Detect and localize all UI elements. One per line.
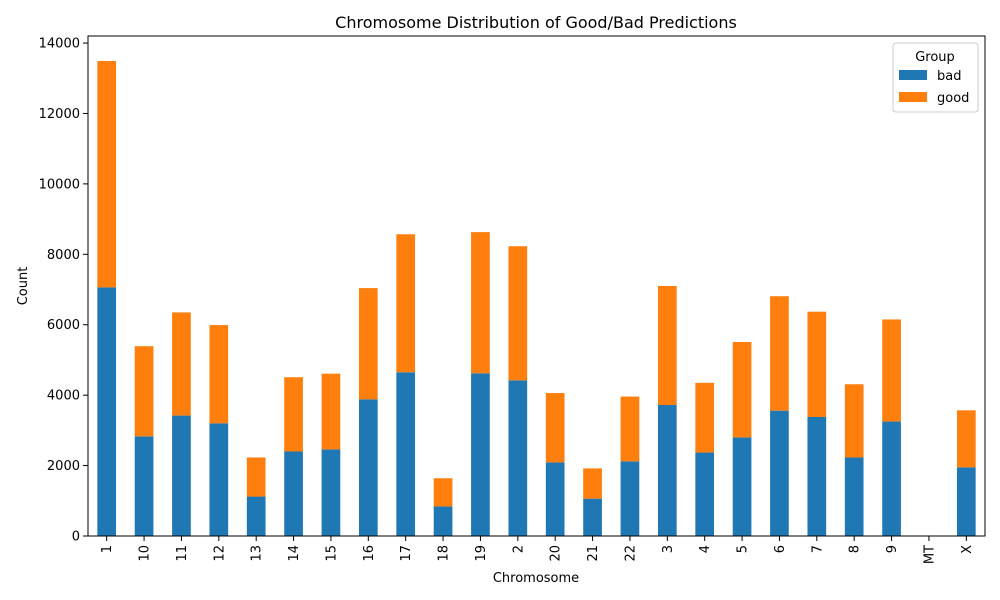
bar-good-chr-14	[284, 377, 303, 452]
bar-good-chr-16	[358, 288, 378, 400]
x-axis: 1 10 11 12 13 14 15 16 17 18 19 2 20 21 22 3 4 5 6 7 8 9 MT X	[100, 536, 975, 564]
bar-good-chr-3	[657, 286, 677, 406]
x-tick-label-13: 13	[250, 545, 265, 562]
x-tick-label-1: 1	[100, 545, 115, 553]
bar-bad-chr-21	[583, 498, 602, 536]
x-axis-label: Chromosome	[493, 571, 579, 586]
bar-good-chr-20	[545, 393, 565, 463]
x-tick-label-15: 15	[324, 545, 339, 562]
x-tick-label-MT: MT	[922, 545, 937, 564]
bar-good-chr-5	[732, 341, 752, 438]
x-tick-label-20: 20	[549, 545, 564, 562]
x-tick-label-16: 16	[362, 545, 377, 562]
bar-bad-chr-10	[134, 436, 154, 536]
x-tick-label-22: 22	[623, 545, 638, 562]
y-tick-label: 12000	[39, 107, 80, 122]
bar-bad-chr-20	[545, 462, 565, 536]
x-tick-label-7: 7	[810, 545, 825, 553]
bar-good-chr-13	[246, 457, 266, 497]
bar-good-chr-7	[807, 311, 827, 417]
bar-good-chr-19	[471, 232, 490, 374]
x-tick-label-19: 19	[474, 545, 489, 562]
bar-bad-chr-11	[172, 415, 191, 536]
legend-swatch-bad	[899, 70, 927, 80]
x-tick-label-X: X	[960, 545, 975, 554]
y-axis-label: Count	[16, 267, 31, 306]
bar-bad-chr-1	[97, 287, 117, 536]
bar-bad-chr-18	[433, 506, 453, 536]
x-tick-label-10: 10	[138, 545, 153, 562]
y-tick-label: 10000	[39, 177, 80, 192]
bar-good-chr-15	[321, 373, 341, 450]
bar-good-chr-4	[695, 382, 715, 453]
x-tick-label-18: 18	[437, 545, 452, 562]
bar-bad-chr-4	[695, 452, 715, 536]
y-tick-label: 8000	[47, 248, 80, 263]
bar-good-chr-12	[209, 325, 229, 424]
x-tick-label-12: 12	[212, 545, 227, 562]
x-tick-label-8: 8	[848, 545, 863, 553]
bar-good-chr-21	[583, 468, 602, 499]
legend-label-good: good	[937, 91, 969, 106]
bar-bad-chr-7	[807, 416, 827, 536]
legend-label-bad: bad	[937, 69, 961, 84]
bar-bad-chr-12	[209, 423, 229, 536]
bar-good-chr-6	[770, 296, 789, 411]
x-tick-label-11: 11	[175, 545, 190, 562]
x-tick-label-9: 9	[885, 545, 900, 553]
bar-good-chr-1	[97, 61, 117, 288]
y-tick-label: 4000	[47, 389, 80, 404]
legend-title: Group	[915, 50, 955, 65]
bar-good-chr-8	[844, 384, 864, 458]
x-tick-label-6: 6	[773, 545, 788, 553]
x-tick-label-4: 4	[698, 545, 713, 553]
bar-bad-chr-13	[246, 496, 266, 536]
bar-bad-chr-2	[508, 380, 528, 536]
bar-good-chr-9	[882, 319, 901, 422]
bar-good-chr-11	[172, 312, 191, 416]
x-tick-label-17: 17	[399, 545, 414, 562]
bar-bad-chr-3	[657, 405, 677, 536]
bar-bad-chr-X	[956, 467, 976, 536]
bar-bad-chr-5	[732, 437, 752, 536]
chart-title: Chromosome Distribution of Good/Bad Pred…	[335, 13, 737, 32]
y-tick-label: 14000	[39, 37, 80, 52]
bar-bad-chr-22	[620, 461, 640, 536]
bar-bad-chr-6	[770, 410, 789, 536]
bar-bad-chr-19	[471, 373, 490, 536]
bar-good-chr-22	[620, 396, 640, 462]
bar-good-chr-17	[396, 234, 416, 373]
y-tick-label: 2000	[47, 459, 80, 474]
bar-good-chr-18	[433, 478, 453, 507]
bar-good-chr-2	[508, 246, 528, 381]
bars-layer	[97, 61, 976, 536]
y-tick-label: 0	[72, 530, 80, 545]
legend: Group bad good	[892, 42, 979, 113]
bar-good-chr-10	[134, 346, 154, 437]
y-axis: 0 2000 4000 6000 8000 10000 12000 14000	[39, 37, 88, 545]
bar-bad-chr-14	[284, 451, 303, 536]
bar-bad-chr-15	[321, 449, 341, 536]
legend-swatch-good	[899, 92, 927, 102]
x-tick-label-2: 2	[511, 545, 526, 553]
bar-bad-chr-17	[396, 372, 416, 536]
y-tick-label: 6000	[47, 318, 80, 333]
plot-area-frame	[87, 35, 986, 537]
x-tick-label-5: 5	[736, 545, 751, 553]
x-tick-label-21: 21	[586, 545, 601, 562]
x-tick-label-3: 3	[661, 545, 676, 553]
bar-good-chr-X	[956, 410, 976, 468]
bar-bad-chr-9	[882, 421, 901, 536]
bar-bad-chr-16	[358, 399, 378, 536]
bar-bad-chr-8	[844, 457, 864, 536]
x-tick-label-14: 14	[287, 545, 302, 562]
